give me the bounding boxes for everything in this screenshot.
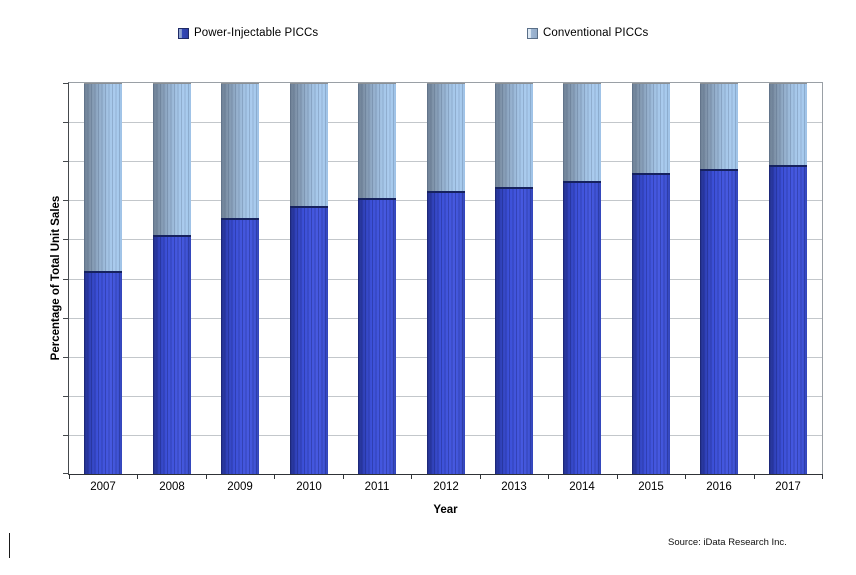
plot-area: [63, 82, 823, 479]
bar-2011-conventional-segment: [358, 83, 396, 198]
y-axis-tick-0: [63, 473, 68, 474]
bar-2014-conventional-segment: [563, 83, 601, 181]
bar-2011: [358, 83, 396, 474]
bar-2017-conventional-segment: [769, 83, 807, 165]
bar-2014: [563, 83, 601, 474]
x-axis-label-2017: 2017: [775, 481, 801, 493]
x-axis-label-2015: 2015: [638, 481, 664, 493]
x-axis-tick-11: [822, 474, 823, 479]
bar-2009-conventional-segment: [221, 83, 259, 218]
legend-marker-power-injectable-icon: [178, 27, 189, 39]
bar-2014-power-injectable-segment: [563, 181, 601, 474]
x-axis-tick-3: [274, 474, 275, 479]
y-axis-tick-40: [63, 318, 68, 319]
bar-2010-conventional-segment: [290, 83, 328, 206]
x-axis-tick-4: [343, 474, 344, 479]
bar-2013-power-injectable-segment: [495, 187, 533, 474]
x-axis-label-2009: 2009: [227, 481, 253, 493]
bar-2007-conventional-segment: [84, 83, 122, 271]
bar-2013-conventional-segment: [495, 83, 533, 187]
x-axis-label-2016: 2016: [706, 481, 732, 493]
x-axis-label-2008: 2008: [159, 481, 185, 493]
bar-2008-power-injectable-segment: [153, 235, 191, 474]
x-axis-label-2011: 2011: [364, 481, 390, 493]
y-axis-tick-90: [63, 122, 68, 123]
bar-2009-power-injectable-segment: [221, 218, 259, 474]
x-axis-tick-1: [137, 474, 138, 479]
bar-2017: [769, 83, 807, 474]
y-axis-tick-10: [63, 435, 68, 436]
bar-2016-power-injectable-segment: [700, 169, 738, 474]
bar-2015-power-injectable-segment: [632, 173, 670, 474]
bar-2017-power-injectable-segment: [769, 165, 807, 474]
stray-mark-line: [9, 533, 10, 558]
x-axis-tick-5: [411, 474, 412, 479]
legend-entry-conventional: Conventional PICCs: [527, 26, 648, 40]
x-axis-label-2007: 2007: [90, 481, 116, 493]
x-axis-label-2012: 2012: [433, 481, 459, 493]
bar-2016: [700, 83, 738, 474]
x-axis-tick-2: [206, 474, 207, 479]
bar-2016-conventional-segment: [700, 83, 738, 169]
x-axis-tick-6: [480, 474, 481, 479]
legend-entry-power-injectable: Power-Injectable PICCs: [178, 26, 318, 40]
bar-2011-power-injectable-segment: [358, 198, 396, 474]
y-axis-tick-60: [63, 239, 68, 240]
bar-2008-conventional-segment: [153, 83, 191, 235]
source-note: Source: iData Research Inc.: [668, 537, 787, 548]
x-axis-title: Year: [433, 504, 458, 516]
y-axis-title: Percentage of Total Unit Sales: [50, 195, 62, 361]
bar-2008: [153, 83, 191, 474]
legend-label-conventional: Conventional PICCs: [543, 27, 649, 39]
x-axis-tick-10: [754, 474, 755, 479]
y-axis-tick-50: [63, 279, 68, 280]
bar-2013: [495, 83, 533, 474]
bar-2010: [290, 83, 328, 474]
x-axis-label-2010: 2010: [296, 481, 322, 493]
legend-marker-conventional-icon: [527, 27, 538, 39]
bar-2015: [632, 83, 670, 474]
y-axis-tick-30: [63, 357, 68, 358]
x-axis-label-2013: 2013: [501, 481, 527, 493]
bar-2009: [221, 83, 259, 474]
bar-2007: [84, 83, 122, 474]
y-axis-tick-100: [63, 83, 68, 84]
x-axis-tick-0: [69, 474, 70, 479]
bar-2012-conventional-segment: [427, 83, 465, 191]
legend-label-power-injectable: Power-Injectable PICCs: [194, 27, 319, 39]
x-axis-tick-8: [617, 474, 618, 479]
y-axis-tick-80: [63, 161, 68, 162]
x-axis-tick-9: [685, 474, 686, 479]
bar-2007-power-injectable-segment: [84, 271, 122, 474]
y-axis-tick-20: [63, 396, 68, 397]
x-axis-label-2014: 2014: [569, 481, 595, 493]
bar-2010-power-injectable-segment: [290, 206, 328, 474]
bar-2015-conventional-segment: [632, 83, 670, 173]
bar-2012: [427, 83, 465, 474]
bar-2012-power-injectable-segment: [427, 191, 465, 474]
y-axis-tick-70: [63, 200, 68, 201]
x-axis-tick-7: [548, 474, 549, 479]
